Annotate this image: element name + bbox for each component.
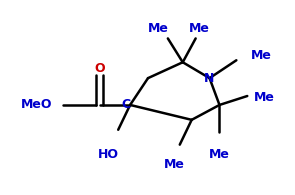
Text: MeO: MeO (21, 98, 53, 112)
Text: Me: Me (148, 22, 168, 35)
Text: Me: Me (251, 49, 272, 62)
Text: HO: HO (98, 148, 119, 161)
Text: Me: Me (209, 148, 230, 161)
Text: Me: Me (189, 22, 210, 35)
Text: Me: Me (254, 91, 275, 105)
Text: O: O (94, 62, 105, 75)
Text: C: C (121, 98, 130, 112)
Text: Me: Me (164, 158, 185, 171)
Text: N: N (204, 72, 215, 85)
